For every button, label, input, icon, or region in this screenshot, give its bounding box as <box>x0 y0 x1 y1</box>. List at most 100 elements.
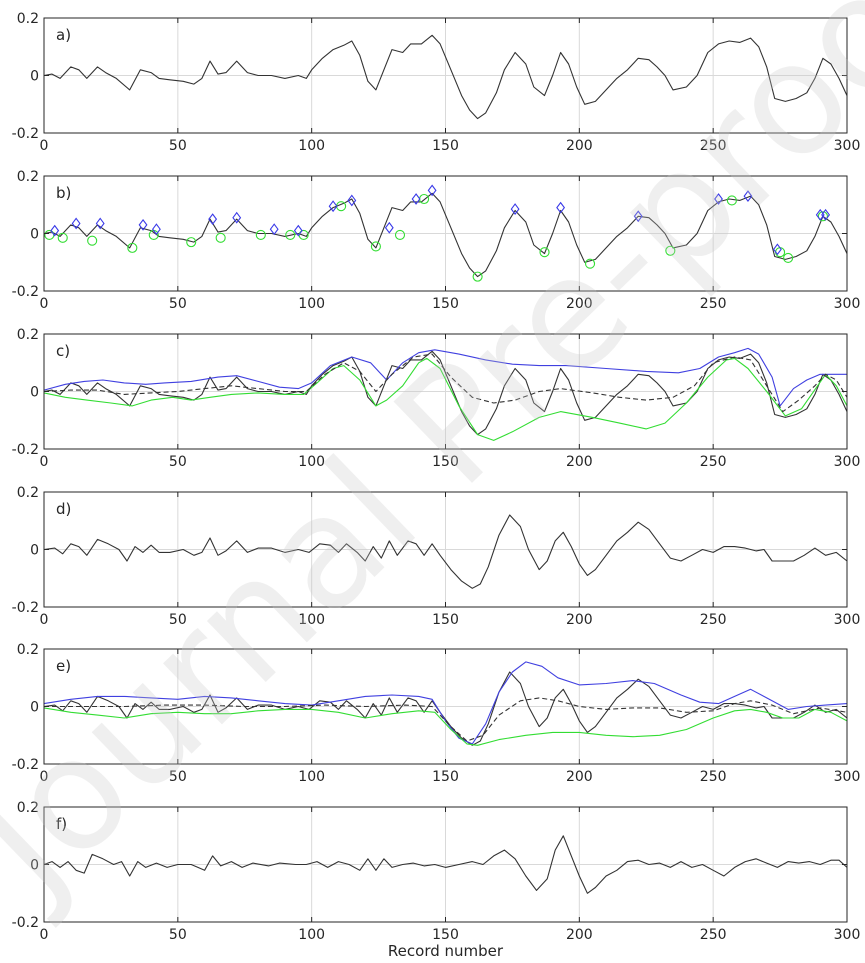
x-tick-label: 0 <box>40 296 49 312</box>
series-line-1 <box>43 514 848 589</box>
series-line-3 <box>43 707 848 746</box>
minimum-marker <box>57 232 68 243</box>
series-line-1 <box>43 34 848 120</box>
y-tick-label: 0 <box>30 543 39 559</box>
x-tick-label: 200 <box>566 454 593 470</box>
panel-c: 0 50 100 150 200 250 300-0.200.2c) <box>12 327 861 470</box>
x-tick-label: 200 <box>566 769 593 785</box>
minimum-marker <box>215 232 226 243</box>
x-tick-label: 50 <box>169 138 187 154</box>
x-tick-label: 200 <box>566 612 593 628</box>
x-tick-label: 100 <box>298 927 325 943</box>
x-tick-label: 300 <box>834 612 861 628</box>
series-group <box>43 34 848 120</box>
panel-label: f) <box>56 815 67 833</box>
y-tick-label: 0.2 <box>17 327 39 343</box>
minimum-marker <box>584 258 596 269</box>
x-tick-label: 0 <box>40 138 49 154</box>
x-tick-label: 100 <box>298 454 325 470</box>
panel-label: a) <box>56 26 71 44</box>
x-tick-label: 300 <box>834 454 861 470</box>
panel-d: 0 50 100 150 200 250 300-0.200.2d) <box>12 485 861 628</box>
series-group <box>43 835 848 894</box>
series-line-4 <box>44 697 848 742</box>
series-line-1 <box>43 835 848 894</box>
y-tick-label: -0.2 <box>12 284 39 300</box>
maximum-marker <box>208 213 218 226</box>
minimum-marker <box>186 237 197 248</box>
minimum-marker <box>87 235 98 246</box>
x-tick-label: 0 <box>40 927 49 943</box>
x-tick-label: 150 <box>432 612 459 628</box>
y-tick-label: 0 <box>30 700 39 716</box>
x-tick-label: 100 <box>298 612 325 628</box>
series-line-1 <box>43 192 848 278</box>
y-tick-label: 0 <box>30 227 39 243</box>
x-tick-label: 250 <box>700 612 727 628</box>
x-tick-label: 100 <box>298 769 325 785</box>
maximum-marker <box>95 217 105 230</box>
minimum-marker <box>726 195 737 206</box>
minimum-marker <box>539 247 550 258</box>
x-tick-label: 300 <box>834 138 861 154</box>
x-tick-label: 50 <box>169 296 187 312</box>
series-line-1 <box>43 350 848 436</box>
x-tick-label: 50 <box>169 927 187 943</box>
series-line-4 <box>43 353 848 413</box>
minimum-marker <box>285 229 296 240</box>
minimum-marker <box>472 271 483 282</box>
panel-f: 0 50 100 150 200 250 300-0.200.2f)Record numbe… <box>12 800 861 960</box>
x-tick-label: 0 <box>40 612 49 628</box>
x-tick-label: 150 <box>432 138 459 154</box>
x-tick-label: 250 <box>700 138 727 154</box>
maximum-marker <box>411 193 421 205</box>
maximum-marker <box>633 210 643 223</box>
y-tick-label: 0 <box>30 385 39 401</box>
x-tick-label: 150 <box>432 454 459 470</box>
minimum-marker <box>255 229 266 240</box>
series-group <box>43 514 848 589</box>
series-group <box>43 192 848 278</box>
maximum-marker <box>772 243 782 256</box>
x-tick-label: 250 <box>700 454 727 470</box>
y-tick-label: -0.2 <box>12 915 39 931</box>
x-tick-label: 50 <box>169 612 187 628</box>
minimum-marker <box>127 242 138 253</box>
minimum-marker <box>394 229 406 240</box>
x-tick-label: 100 <box>298 138 325 154</box>
x-tick-label: 150 <box>432 296 459 312</box>
panel-b: 0 50 100 150 200 250 300-0.200.2b) <box>12 169 861 312</box>
x-tick-label: 0 <box>40 769 49 785</box>
maximum-marker <box>821 208 831 221</box>
maximum-marker <box>269 223 279 236</box>
maximum-marker <box>138 218 148 231</box>
x-tick-label: 150 <box>432 769 459 785</box>
panel-label: b) <box>56 184 71 202</box>
x-tick-label: 250 <box>700 769 727 785</box>
series-line-2 <box>43 661 848 745</box>
panel-label: d) <box>56 500 71 518</box>
series-line-2 <box>43 347 847 407</box>
minimum-marker <box>817 211 828 222</box>
series-line-3 <box>43 357 848 441</box>
x-tick-label: 50 <box>169 769 187 785</box>
maximum-marker <box>293 224 303 237</box>
x-tick-label: 200 <box>566 296 593 312</box>
y-tick-label: 0.2 <box>17 485 39 501</box>
panel-e: 0 50 100 150 200 250 300-0.200.2e) <box>12 642 861 785</box>
maximum-marker <box>151 223 161 236</box>
y-tick-label: -0.2 <box>12 757 39 773</box>
maximum-marker <box>556 201 566 214</box>
x-tick-label: 50 <box>169 454 187 470</box>
panel-label: e) <box>56 657 71 675</box>
y-tick-label: 0 <box>30 69 39 85</box>
y-tick-label: 0.2 <box>17 169 39 185</box>
x-axis-label: Record number <box>388 942 504 960</box>
x-tick-label: 300 <box>834 769 861 785</box>
maximum-marker <box>50 224 60 237</box>
maximum-marker <box>743 190 753 203</box>
maximum-marker <box>384 221 394 234</box>
series-group <box>43 347 848 441</box>
maximum-marker <box>347 194 357 207</box>
